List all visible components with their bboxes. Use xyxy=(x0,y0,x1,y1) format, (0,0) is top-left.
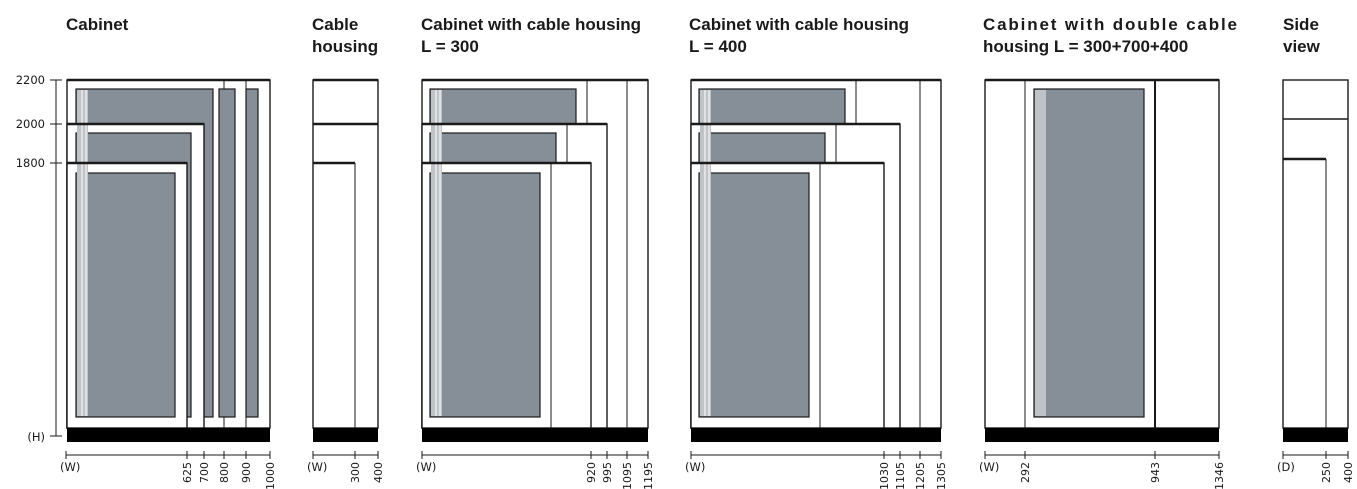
w-tick-292: 292 xyxy=(1019,462,1032,483)
h-tick-2200: 2200 xyxy=(16,73,45,87)
d-tick-250: 250 xyxy=(1320,462,1333,483)
d-axis-label: (D) xyxy=(1277,460,1295,474)
w-tick-1195: 1195 xyxy=(642,462,655,489)
w-tick-1095: 1095 xyxy=(621,462,634,489)
d-tick-400: 400 xyxy=(1342,462,1355,483)
title-cable-housing-line2: housing xyxy=(312,37,378,56)
w-axis-label: (W) xyxy=(685,460,705,474)
side-frame xyxy=(1282,79,1349,429)
panel-cabinet-double: (W) 292 943 1346 xyxy=(979,78,1226,489)
w-tick-625: 625 xyxy=(181,462,194,483)
title-cable-housing-line1: Cable xyxy=(312,15,358,34)
title-side-view-line2: view xyxy=(1283,37,1321,56)
w-axis-label: (W) xyxy=(416,460,436,474)
w-axis-label: (W) xyxy=(60,460,80,474)
w-tick-1105: 1105 xyxy=(894,462,907,489)
panel-cabinet-300: (W) 920 995 1095 1195 xyxy=(416,78,655,489)
title-cabinet-300-line2: L = 300 xyxy=(421,37,479,56)
w-tick-700: 700 xyxy=(198,462,211,483)
w-tick-1030: 1030 xyxy=(878,462,891,489)
cable-housing-plinth xyxy=(313,428,378,442)
w-axis-label: (W) xyxy=(979,460,999,474)
w-tick-800: 800 xyxy=(218,462,231,483)
door-panel xyxy=(429,172,541,418)
door-panel xyxy=(1033,88,1145,418)
title-side-view-line1: Side xyxy=(1283,15,1319,34)
title-cabinet-double-line1: Cabinet with double cable xyxy=(983,15,1237,34)
plinth xyxy=(691,428,941,442)
title-cabinet-400-line2: L = 400 xyxy=(689,37,747,56)
door-strip xyxy=(245,88,259,418)
plinth xyxy=(422,428,648,442)
w-axis-label: (W) xyxy=(307,460,327,474)
w-tick-1346: 1346 xyxy=(1213,462,1226,489)
w-tick-400: 400 xyxy=(372,462,385,483)
h-tick-2000: 2000 xyxy=(16,117,45,131)
panel-cable-housing: (W) 300 400 xyxy=(307,78,385,483)
panel-cabinet-400: (W) 1030 1105 1205 1305 xyxy=(685,78,948,489)
cable-housing-frame xyxy=(312,79,379,429)
cabinet-plinth xyxy=(67,428,270,442)
title-cabinet-double-line2: housing L = 300+700+400 xyxy=(983,37,1188,56)
w-tick-943: 943 xyxy=(1149,462,1162,483)
panel-side-view: (D) 250 400 xyxy=(1277,79,1355,483)
door-panel xyxy=(698,172,810,418)
h-axis-label: (H) xyxy=(27,430,45,444)
w-tick-920: 920 xyxy=(585,462,598,483)
w-tick-995: 995 xyxy=(601,462,614,483)
w-tick-1205: 1205 xyxy=(914,462,927,489)
height-axis: 2200 2000 1800 (H) xyxy=(16,73,62,444)
door-strip xyxy=(218,88,236,418)
w-tick-1000: 1000 xyxy=(264,462,277,489)
side-plinth xyxy=(1283,428,1348,442)
w-tick-900: 900 xyxy=(240,462,253,483)
title-cabinet-400-line1: Cabinet with cable housing xyxy=(689,15,909,34)
h-tick-1800: 1800 xyxy=(16,156,45,170)
title-cabinet-300-line1: Cabinet with cable housing xyxy=(421,15,641,34)
panel-cabinet: (W) 625 700 800 900 1000 xyxy=(60,78,277,489)
title-cabinet: Cabinet xyxy=(66,15,129,34)
door-panel xyxy=(75,172,176,418)
w-tick-300: 300 xyxy=(349,462,362,483)
plinth xyxy=(985,428,1219,442)
w-tick-1305: 1305 xyxy=(935,462,948,489)
